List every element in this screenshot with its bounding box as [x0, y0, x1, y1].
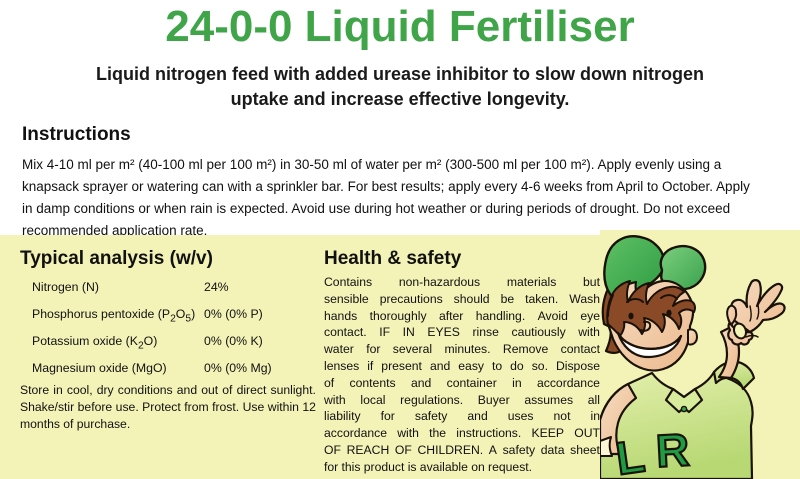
svg-text:R: R	[655, 423, 691, 477]
